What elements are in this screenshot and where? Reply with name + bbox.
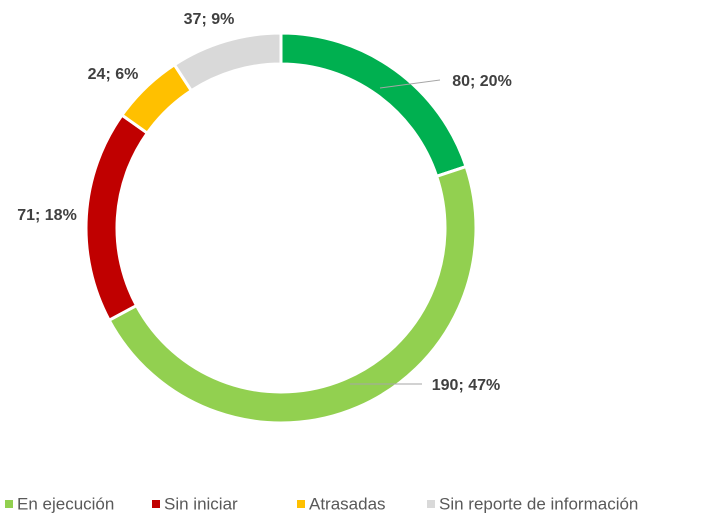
legend-marker	[5, 500, 13, 508]
donut-segment	[107, 164, 478, 425]
legend-label: En ejecución	[17, 494, 114, 513]
legend-label: Sin iniciar	[164, 494, 238, 513]
data-label: 71; 18%	[17, 207, 77, 224]
donut-segment	[172, 31, 283, 93]
donut-segment	[279, 31, 468, 179]
donut-segment	[84, 113, 150, 323]
data-label: 24; 6%	[88, 66, 139, 83]
data-label: 37; 9%	[184, 11, 235, 28]
legend-marker	[427, 500, 435, 508]
legend-label: Sin reporte de información	[439, 494, 638, 513]
legend-label: Atrasadas	[309, 494, 386, 513]
data-label: 80; 20%	[452, 73, 512, 90]
legend-marker	[297, 500, 305, 508]
data-label: 190; 47%	[432, 377, 501, 394]
leader-line	[379, 79, 441, 89]
legend-marker	[152, 500, 160, 508]
